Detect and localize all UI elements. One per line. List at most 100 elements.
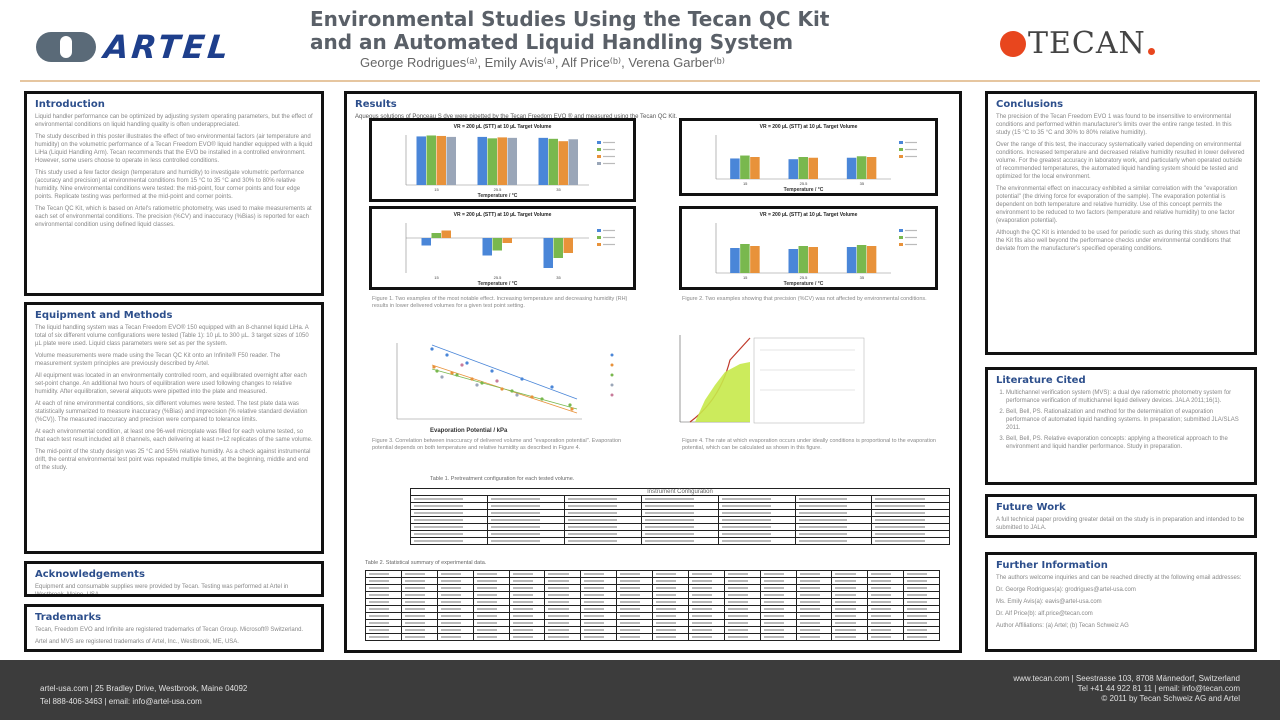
figure-3-caption: Figure 3. Correlation between inaccuracy… [372, 438, 622, 451]
table-cell [723, 619, 761, 627]
table-cell [867, 598, 905, 606]
chart-4-plot: 15 25.5 35 Temperature / °C [715, 223, 917, 287]
evaporation-formula-box [753, 337, 865, 424]
x-tick-label: 15 [743, 181, 748, 186]
chart-3-plot: 15 25.5 35 Temperature / °C [405, 223, 615, 287]
bar [497, 137, 507, 185]
table-cell [759, 577, 797, 585]
table-1: Instrument Configuration [410, 488, 950, 545]
tecan-dot-icon [1147, 48, 1155, 55]
table-cell [652, 612, 689, 620]
scatter-point [455, 373, 459, 377]
table-cell [365, 577, 402, 585]
scatter-point [440, 375, 444, 379]
table-cell [867, 591, 905, 599]
table-cell [616, 633, 653, 641]
table-2 [365, 570, 940, 641]
footer-tecan-contact: www.tecan.com | Seestrasse 103, 8708 Män… [1013, 674, 1240, 704]
table-1-label: Table 1. Pretreatment configuration for … [430, 476, 575, 482]
table-cell [486, 530, 565, 538]
table-cell [723, 605, 761, 613]
figure-1-caption: Figure 1. Two examples of the most notab… [372, 296, 628, 309]
chart-title: VR = 200 µL (STT) at 10 µL Target Volume [453, 124, 552, 130]
trademarks-text: Artel and MVS are registered trademarks … [35, 639, 239, 645]
conclusions-paragraph: Over the range of this test, the inaccur… [996, 142, 1245, 180]
table-cell [903, 633, 940, 641]
table-cell [400, 584, 438, 592]
table-cell [652, 619, 689, 627]
table-cell [508, 633, 546, 641]
bar [436, 135, 446, 185]
bar [487, 138, 497, 185]
artel-logo-text: ARTEL [102, 28, 234, 66]
table-cell [400, 591, 438, 599]
table-cell [616, 626, 653, 634]
introduction-panel: Introduction Liquid handler performance … [24, 91, 324, 296]
table-cell [759, 605, 797, 613]
table-row [410, 516, 950, 524]
table-cell [903, 626, 940, 634]
legend-marker [610, 363, 614, 367]
x-tick-label: 35 [860, 181, 865, 186]
table-row [365, 605, 940, 613]
trademarks-panel: Trademarks Tecan, Freedom EVO and Infini… [24, 604, 324, 652]
bar [846, 247, 857, 273]
table-cell [871, 530, 950, 538]
figure-2-caption: Figure 2. Two examples showing that prec… [682, 296, 927, 302]
bar [740, 155, 750, 179]
evaporation-figure [670, 330, 950, 432]
contact-line: Dr. Alf Price(b): alf.price@tecan.com [996, 611, 1093, 617]
table-row [365, 612, 940, 620]
table-cell [400, 570, 438, 578]
table-cell [871, 509, 950, 517]
trademarks-text: Tecan, Freedom EVO and Infinite are regi… [35, 627, 304, 633]
table-cell [723, 633, 761, 641]
table-cell [544, 577, 582, 585]
table-cell [544, 612, 582, 620]
table-cell [365, 598, 402, 606]
table-cell [486, 495, 565, 503]
table-cell [580, 605, 618, 613]
table-cell [400, 626, 438, 634]
table-cell [867, 605, 905, 613]
bar [856, 245, 867, 273]
table-cell [580, 577, 618, 585]
table-2-label: Table 2. Statistical summary of experime… [365, 560, 487, 566]
scatter-point [568, 403, 572, 407]
conclusions-paragraph: The precision of the Tecan Freedom EVO 1… [996, 114, 1232, 136]
further-information-panel: Further Information The authors welcome … [985, 552, 1257, 652]
bar [477, 136, 487, 185]
table-cell [652, 577, 689, 585]
table-cell [365, 612, 402, 620]
table-cell [472, 619, 510, 627]
future-work-heading: Future Work [996, 502, 1066, 513]
bar [808, 247, 818, 273]
footer-line: © 2011 by Tecan Schweiz AG and Artel [1101, 694, 1240, 703]
table-cell [563, 523, 642, 531]
table-cell [903, 591, 940, 599]
table-cell [410, 516, 488, 524]
intro-paragraph: The study described in this poster illus… [35, 134, 313, 164]
bar [568, 139, 578, 185]
table-cell [871, 523, 950, 531]
table-cell [508, 626, 546, 634]
table-cell [365, 633, 402, 641]
bar [548, 138, 558, 185]
table-cell [717, 495, 796, 503]
scatter-point [570, 407, 574, 411]
contact-line: Author Affiliations: (a) Artel; (b) Teca… [996, 623, 1129, 629]
x-tick-label: 35 [556, 187, 561, 192]
table-cell [759, 633, 797, 641]
methods-paragraph: At each environmental condition, at leas… [35, 429, 313, 443]
table-cell [759, 598, 797, 606]
bar [553, 238, 563, 258]
table-cell [410, 502, 488, 510]
table-cell [472, 584, 510, 592]
table-cell [365, 619, 402, 627]
table-cell [640, 530, 719, 538]
legend-swatch [597, 141, 601, 144]
table-cell [436, 570, 474, 578]
figure-4-caption: Figure 4. The rate at which evaporation … [682, 438, 936, 451]
table-cell [687, 612, 725, 620]
bar [538, 137, 548, 185]
